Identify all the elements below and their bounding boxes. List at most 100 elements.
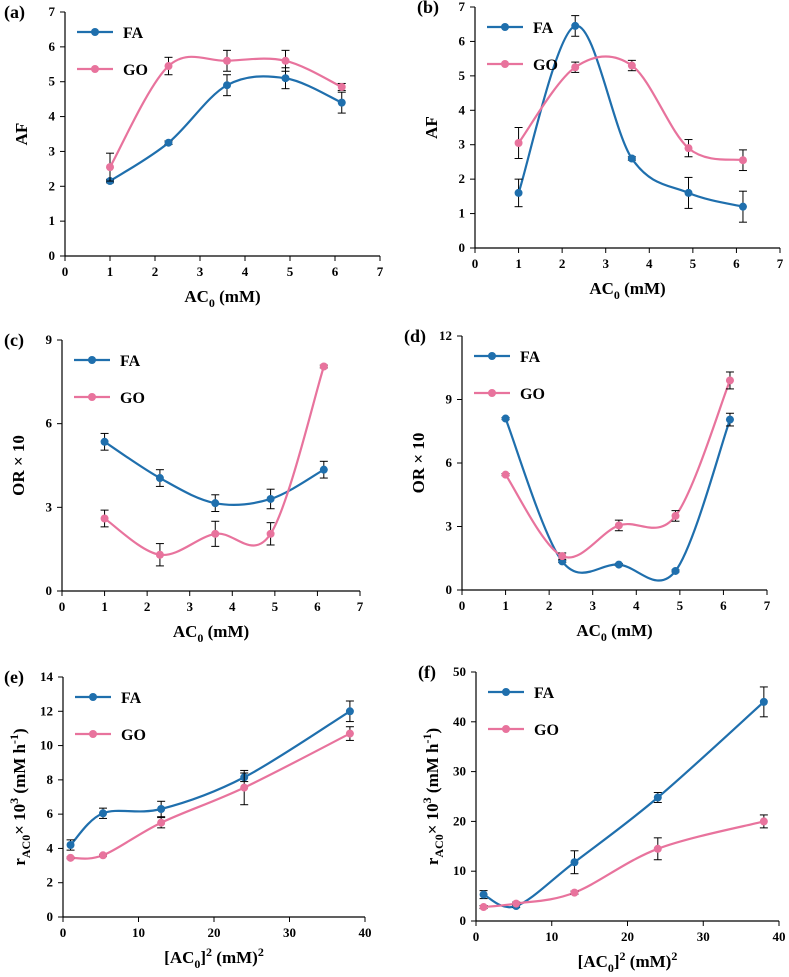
data-point-go[interactable]: [627, 61, 636, 70]
data-point-go[interactable]: [571, 63, 580, 72]
chart-panel-c: 0 1 2 3 4 5 6 7 0 3 6 9 (c) AC0 (mM) OR × 10 FA GO: [4, 330, 364, 645]
x-tick-label: 40: [359, 925, 372, 940]
legend-label-go: GO: [533, 57, 558, 74]
data-point-fa[interactable]: [345, 707, 354, 716]
data-point-fa[interactable]: [684, 188, 693, 197]
data-point-fa[interactable]: [627, 154, 636, 163]
data-point-fa[interactable]: [738, 202, 747, 211]
data-point-go[interactable]: [157, 818, 166, 827]
y-tick-label: 14: [40, 669, 54, 684]
data-point-fa[interactable]: [570, 858, 579, 867]
data-point-go[interactable]: [614, 521, 623, 530]
x-tick-label: 20: [621, 929, 634, 944]
panel-label: (d): [404, 326, 426, 347]
data-point-go[interactable]: [66, 853, 75, 862]
data-point-fa[interactable]: [725, 415, 734, 424]
data-point-go[interactable]: [501, 470, 510, 479]
x-tick-label: 5: [690, 256, 697, 271]
data-point-go[interactable]: [337, 82, 346, 91]
legend-label-go: GO: [520, 386, 545, 403]
data-point-fa[interactable]: [671, 566, 680, 575]
data-point-go[interactable]: [738, 156, 747, 165]
data-point-fa[interactable]: [319, 465, 328, 474]
y-tick-label: 50: [453, 664, 466, 679]
data-point-fa[interactable]: [164, 138, 173, 147]
data-point-fa[interactable]: [155, 474, 164, 483]
data-point-fa[interactable]: [99, 809, 108, 818]
x-tick-label: 7: [357, 599, 364, 614]
data-point-go[interactable]: [514, 138, 523, 147]
data-point-fa[interactable]: [157, 805, 166, 813]
panel-label: (a): [4, 2, 25, 23]
data-point-go[interactable]: [570, 888, 579, 897]
data-point-fa[interactable]: [66, 841, 75, 849]
panel-label: (c): [4, 330, 24, 351]
data-point-fa[interactable]: [211, 499, 220, 508]
data-point-go[interactable]: [266, 529, 275, 538]
data-point-go[interactable]: [479, 903, 488, 912]
x-tick-label: 5: [287, 264, 294, 279]
data-point-fa[interactable]: [759, 697, 768, 706]
x-tick-label: 1: [107, 264, 114, 279]
x-tick-label: 7: [777, 256, 784, 271]
data-point-fa[interactable]: [100, 437, 109, 446]
data-point-go[interactable]: [106, 163, 114, 172]
series-line-fa: [103, 440, 325, 506]
y-tick-label: 3: [46, 499, 53, 514]
data-point-fa[interactable]: [571, 21, 580, 30]
y-tick-label: 12: [40, 703, 53, 718]
data-point-go[interactable]: [99, 851, 108, 860]
data-point-go[interactable]: [211, 529, 220, 538]
chart-panel-f: 0 10 20 30 40 0 10 20 30 40 50 (f) [AC0]2 (mM)2 rAC0×…: [418, 662, 786, 975]
data-point-go[interactable]: [319, 362, 328, 371]
x-tick-label: 0: [459, 598, 466, 613]
data-point-fa[interactable]: [337, 98, 346, 107]
data-point-fa[interactable]: [501, 414, 510, 423]
data-point-fa[interactable]: [281, 74, 290, 83]
data-point-go[interactable]: [759, 817, 768, 826]
x-tick-label: 20: [208, 925, 221, 940]
data-point-go[interactable]: [223, 56, 231, 65]
x-axis-label: AC0 (mM): [184, 287, 260, 310]
x-tick-label: 10: [545, 929, 558, 944]
legend-label-go: GO: [534, 722, 559, 739]
data-point-fa[interactable]: [514, 188, 523, 197]
data-point-fa[interactable]: [614, 560, 623, 569]
y-tick-label: 10: [40, 738, 53, 753]
y-tick-label: 5: [459, 68, 466, 83]
series-line-fa: [69, 710, 351, 846]
data-point-go[interactable]: [100, 514, 109, 523]
x-tick-label: 4: [229, 599, 236, 614]
legend-marker-go: [91, 65, 99, 73]
data-point-fa[interactable]: [223, 81, 231, 90]
x-tick-label: 3: [589, 598, 596, 613]
legend-marker-fa: [88, 356, 96, 364]
data-point-go[interactable]: [512, 899, 521, 908]
x-tick-label: 0: [62, 264, 69, 279]
data-point-go[interactable]: [725, 376, 734, 385]
x-axis-label: [AC0]2 (mM)2: [164, 945, 264, 971]
data-point-fa[interactable]: [653, 793, 662, 802]
data-point-go[interactable]: [684, 144, 693, 153]
x-tick-label: 4: [242, 264, 249, 279]
data-point-go[interactable]: [281, 56, 290, 65]
y-tick-label: 9: [46, 332, 53, 347]
y-tick-label: 4: [49, 109, 56, 124]
x-tick-label: 6: [733, 256, 740, 271]
data-point-fa[interactable]: [266, 494, 275, 503]
data-point-go[interactable]: [345, 729, 354, 738]
series-line-fa: [109, 75, 343, 182]
data-point-go[interactable]: [558, 552, 567, 561]
data-point-go[interactable]: [164, 62, 173, 71]
legend-label-fa: FA: [533, 20, 554, 37]
series-line-go: [483, 820, 765, 909]
data-point-go[interactable]: [671, 511, 680, 520]
data-point-go[interactable]: [240, 783, 249, 792]
y-tick-label: 30: [453, 764, 466, 779]
data-point-fa[interactable]: [479, 890, 488, 899]
data-point-go[interactable]: [653, 844, 662, 853]
data-point-go[interactable]: [155, 550, 164, 559]
series-line-go: [109, 55, 343, 168]
series-line-go: [70, 732, 351, 860]
y-axis-label: AF: [422, 116, 441, 139]
